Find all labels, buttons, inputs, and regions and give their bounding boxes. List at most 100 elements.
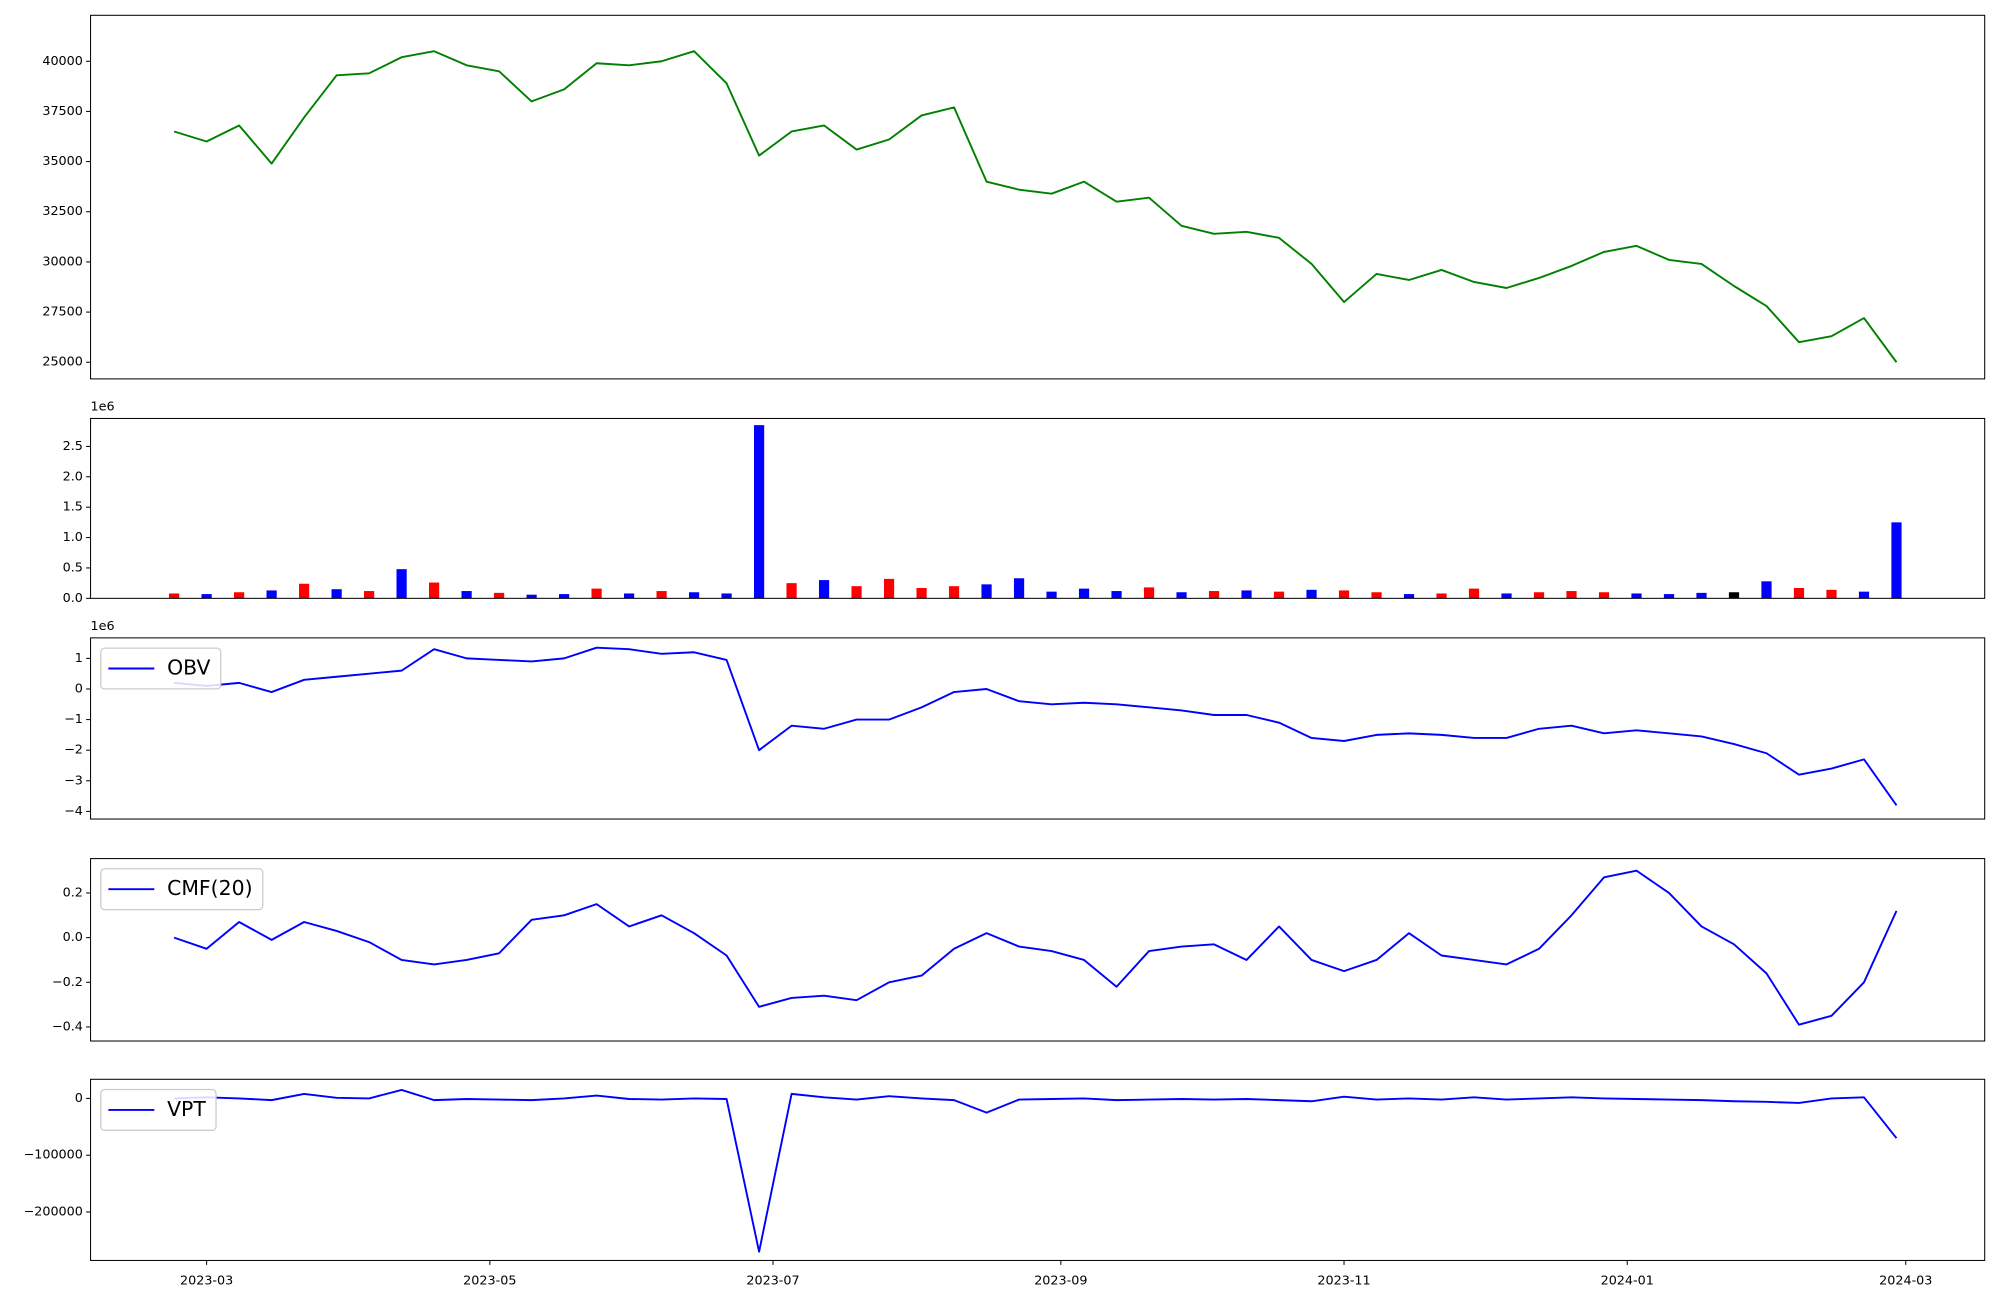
y-tick-label: 37500: [42, 104, 83, 119]
y-tick-label: 0: [75, 1091, 83, 1106]
x-tick-label: 2024-03: [1879, 1273, 1932, 1288]
axes-frame: [90, 14, 1986, 380]
y-tick-label: −2: [64, 743, 83, 758]
y-tick-label: 2.0: [63, 469, 83, 484]
y-tick-label: 32500: [42, 204, 83, 219]
bar: [1891, 522, 1902, 599]
axes-frame: [90, 417, 1986, 599]
x-tick-label: 2023-09: [1034, 1273, 1087, 1288]
y-tick-label: 0: [75, 681, 83, 696]
bar: [169, 593, 180, 599]
legend: [100, 647, 222, 690]
y-tick-label: 1.5: [63, 500, 83, 515]
bar: [948, 586, 960, 599]
bar: [331, 589, 342, 599]
bar: [1143, 587, 1155, 599]
bar: [234, 592, 245, 599]
bar: [1208, 591, 1220, 599]
y-tick-label: 0.0: [63, 930, 83, 945]
axes-frame: [90, 637, 1986, 820]
bar: [1306, 589, 1317, 599]
offset-label: 1e6: [91, 619, 115, 634]
bar: [461, 591, 472, 599]
series-line: [173, 869, 1898, 1026]
y-tick-label: −4: [64, 804, 83, 819]
bar: [1663, 594, 1675, 599]
bar: [201, 594, 212, 599]
series-line: [174, 646, 1898, 806]
bar: [1046, 591, 1057, 599]
bar: [916, 588, 927, 599]
bar: [591, 588, 602, 599]
y-tick-label: −0.4: [52, 1019, 83, 1034]
y-tick-label: 1: [75, 651, 83, 666]
bar: [558, 594, 570, 599]
bar: [818, 580, 830, 599]
y-tick-label: −100000: [24, 1148, 83, 1163]
y-tick-label: 0.2: [63, 885, 83, 900]
bar: [786, 583, 797, 599]
bar: [429, 582, 440, 599]
bar: [1241, 590, 1252, 599]
bar: [1598, 592, 1610, 599]
bar: [1176, 592, 1187, 599]
x-tick-label: 2023-05: [463, 1273, 516, 1288]
bar: [753, 425, 765, 599]
series-line: [174, 1088, 1898, 1253]
bar: [364, 591, 375, 599]
bar: [1338, 590, 1350, 599]
bar: [1468, 588, 1480, 599]
offset-label: 1e6: [91, 399, 115, 414]
bar: [656, 591, 667, 599]
x-tick-label: 2024-01: [1601, 1273, 1654, 1288]
bar: [981, 584, 992, 599]
axes-frame: [90, 858, 1986, 1042]
y-tick-label: 0.5: [63, 560, 83, 575]
bar: [1013, 578, 1025, 599]
bar: [1371, 592, 1382, 599]
y-tick-label: −1: [64, 712, 83, 727]
y-tick-label: 25000: [42, 355, 83, 370]
x-tick-label: 2023-07: [746, 1273, 799, 1288]
y-tick-label: 30000: [42, 254, 83, 269]
bar: [688, 592, 700, 599]
x-tick-label: 2023-03: [180, 1273, 233, 1288]
bar: [299, 583, 310, 599]
bar: [851, 586, 862, 599]
bar: [1696, 592, 1707, 599]
axes-frame: [90, 1078, 1986, 1261]
x-tick-label: 2023-11: [1317, 1273, 1370, 1288]
bar: [623, 593, 635, 599]
y-tick-label: 2.5: [63, 439, 83, 454]
bar: [1273, 591, 1285, 599]
bar: [1533, 592, 1545, 599]
y-tick-label: 1.0: [63, 530, 83, 545]
legend-label: OBV: [167, 655, 210, 679]
y-tick-label: −3: [64, 773, 83, 788]
bar: [1436, 593, 1447, 599]
bar: [526, 594, 537, 599]
bar: [1111, 591, 1122, 599]
bar: [1728, 592, 1740, 599]
bar: [1826, 589, 1837, 599]
bar: [396, 569, 407, 599]
bar: [1793, 588, 1805, 599]
bar: [1078, 588, 1090, 599]
bar: [1631, 593, 1642, 599]
series-line: [173, 50, 1898, 363]
y-tick-label: 40000: [42, 54, 83, 69]
bar: [721, 593, 732, 599]
y-tick-label: 35000: [42, 154, 83, 169]
y-tick-label: −0.2: [52, 975, 83, 990]
bar: [1761, 581, 1772, 599]
bar: [1858, 591, 1870, 599]
y-tick-label: 27500: [42, 305, 83, 320]
y-tick-label: −200000: [24, 1204, 83, 1219]
y-tick-label: 0.0: [63, 591, 83, 606]
bar: [1403, 594, 1415, 599]
legend-label: CMF(20): [167, 876, 252, 900]
bar: [266, 590, 277, 599]
bar: [1501, 593, 1512, 599]
